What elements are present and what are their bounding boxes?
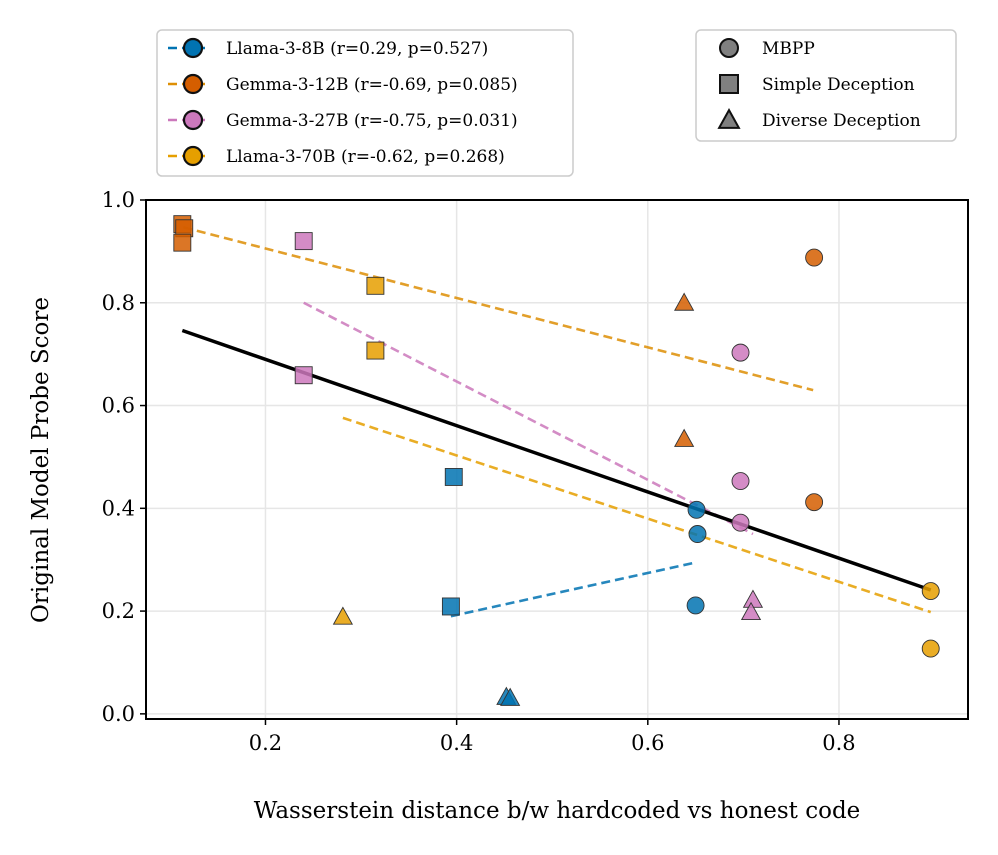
data-point-gemma-3-27b xyxy=(731,472,750,491)
data-point-gemma-3-12b xyxy=(674,428,695,447)
y-tick-label: 0.4 xyxy=(102,496,135,520)
dataset-legend-frame xyxy=(695,29,957,142)
overall-fit-line xyxy=(181,328,932,592)
data-point-llama-3-8b xyxy=(444,468,463,486)
data-point-gemma-3-27b xyxy=(731,343,750,362)
y-tick-label: 0.8 xyxy=(102,291,135,315)
data-point-gemma-3-27b xyxy=(294,232,313,251)
dataset-legend: MBPP Simple Deception Diverse Deception xyxy=(695,29,957,142)
fit-line-gemma-3-27b xyxy=(303,301,754,536)
y-axis-label: Original Model Probe Score xyxy=(28,297,54,623)
y-tick-label: 1.0 xyxy=(102,188,135,212)
legend-marker-llama-3-70b xyxy=(182,145,204,167)
legend-label-llama-3-70b: Llama-3-70B (r=-0.62, p=0.268) xyxy=(226,147,505,167)
x-tick-label: 0.6 xyxy=(631,731,664,755)
data-point-gemma-3-12b xyxy=(805,493,824,512)
y-tick-label: 0.6 xyxy=(102,394,135,418)
data-point-gemma-3-12b xyxy=(674,292,695,311)
legend-marker-mbpp xyxy=(719,38,739,58)
fit-line-llama-3-70b xyxy=(342,416,932,614)
legend-marker-gemma-3-12b xyxy=(182,73,204,95)
fit-lines xyxy=(181,225,932,618)
legend-label-llama-3-8b: Llama-3-8B (r=0.29, p=0.527) xyxy=(226,39,488,59)
legend-marker-diverse-deception xyxy=(717,108,741,129)
data-point-gemma-3-27b xyxy=(742,589,764,608)
data-point-llama-3-8b xyxy=(441,597,460,616)
x-tick-label: 0.2 xyxy=(249,731,282,755)
x-tick-label: 0.8 xyxy=(822,731,855,755)
legend-label-diverse-deception: Diverse Deception xyxy=(762,111,921,131)
y-tick-label: 0.2 xyxy=(102,599,135,623)
data-point-gemma-3-27b xyxy=(731,513,750,532)
data-point-gemma-3-12b xyxy=(173,233,192,252)
data-point-llama-3-70b xyxy=(366,276,385,295)
legend-label-simple-deception: Simple Deception xyxy=(762,75,915,95)
fit-line-llama-3-8b xyxy=(450,561,697,618)
data-point-llama-3-70b xyxy=(921,639,940,658)
data-point-llama-3-8b xyxy=(687,500,706,519)
data-point-llama-3-70b xyxy=(366,341,385,360)
axis-ticks: 0.2 0.4 0.6 0.8 0.0 0.2 0.4 0.6 0.8 1.0 xyxy=(102,188,856,755)
data-points xyxy=(173,215,940,706)
data-point-gemma-3-27b xyxy=(740,601,762,621)
legend-label-gemma-3-27b: Gemma-3-27B (r=-0.75, p=0.031) xyxy=(226,111,518,131)
model-legend-frame xyxy=(156,29,574,177)
data-point-llama-3-8b xyxy=(688,525,707,543)
fit-line-gemma-3-12b xyxy=(182,225,814,392)
legend-marker-llama-3-8b xyxy=(182,37,204,59)
data-point-llama-3-8b xyxy=(686,596,705,615)
data-point-llama-3-70b xyxy=(921,582,940,600)
legend-marker-gemma-3-27b xyxy=(182,109,204,131)
x-axis-label: Wasserstein distance b/w hardcoded vs ho… xyxy=(254,798,861,824)
data-point-gemma-3-27b xyxy=(294,366,313,385)
x-tick-label: 0.4 xyxy=(440,731,473,755)
legend-marker-simple-deception xyxy=(719,74,739,94)
legend-label-gemma-3-12b: Gemma-3-12B (r=-0.69, p=0.085) xyxy=(226,75,518,95)
data-point-llama-3-8b xyxy=(500,687,521,706)
model-legend: Llama-3-8B (r=0.29, p=0.527) Gemma-3-12B … xyxy=(156,29,574,177)
y-tick-label: 0.0 xyxy=(102,702,135,726)
data-point-llama-3-70b xyxy=(332,606,354,625)
legend-label-mbpp: MBPP xyxy=(762,39,815,59)
data-point-gemma-3-12b xyxy=(805,248,824,267)
plot-frame xyxy=(145,199,969,720)
